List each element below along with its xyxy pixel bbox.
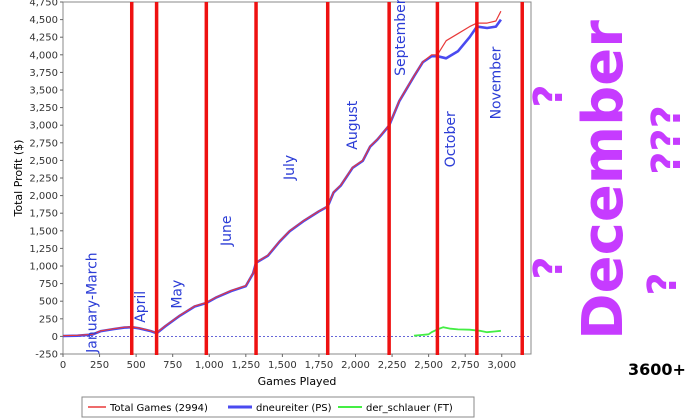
month-label: May <box>170 280 186 309</box>
month-label: August <box>345 100 361 150</box>
x-tick-label: 2,500 <box>414 360 443 371</box>
x-axis-label: Games Played <box>258 375 337 388</box>
y-tick-label: 1,750 <box>29 209 58 220</box>
x-tick-label: 500 <box>127 360 146 371</box>
y-axis-label: Total Profit ($) <box>12 140 25 218</box>
month-label: October <box>443 111 459 167</box>
x-tick-label: 0 <box>60 360 66 371</box>
y-tick-label: 4,500 <box>29 15 58 26</box>
y-tick-label: 2,250 <box>29 174 58 185</box>
x-tick-label: 1,500 <box>268 360 297 371</box>
month-label: June <box>219 216 235 248</box>
x-tick-label: 2,250 <box>378 360 407 371</box>
december-word: December <box>571 20 636 340</box>
y-tick-label: 0 <box>52 332 58 343</box>
legend: Total Games (2994) dneureiter (PS) der_s… <box>81 396 475 418</box>
month-marker-lines <box>129 2 524 355</box>
y-tick-label: 1,250 <box>29 244 58 255</box>
question-mark-bottom-left: ? <box>526 256 572 279</box>
month-label: April <box>133 291 149 323</box>
x-tick-label: 750 <box>163 360 182 371</box>
december-annotation: December ? ??? ? ? 3600+ <box>526 20 690 379</box>
y-tick-label: 2,750 <box>29 138 58 149</box>
y-tick-label: 3,250 <box>29 103 58 114</box>
y-tick-label: -250 <box>35 350 58 361</box>
x-axis-ticks: 0 250 500 750 1,000 1,250 1,500 1,750 2,000 2,250… <box>60 354 516 371</box>
games-count-annotation: 3600+ <box>628 360 686 379</box>
x-tick-label: 2,750 <box>451 360 480 371</box>
month-label: January-March <box>85 252 101 354</box>
plot-area <box>62 1 532 355</box>
question-mark-bottom-right: ? <box>640 272 686 295</box>
legend-label-dneureiter: dneureiter (PS) <box>256 403 332 414</box>
x-tick-label: 1,000 <box>195 360 224 371</box>
y-tick-label: 1,500 <box>29 226 58 237</box>
y-tick-label: 750 <box>39 279 58 290</box>
month-labels: January-March April May June July August Septe… <box>85 0 505 354</box>
y-tick-label: 250 <box>39 314 58 325</box>
plot-background <box>62 1 532 355</box>
y-tick-label: 3,750 <box>29 68 58 79</box>
x-tick-label: 3,000 <box>487 360 516 371</box>
month-label: September <box>393 0 409 76</box>
y-tick-label: 2,000 <box>29 191 58 202</box>
legend-label-total: Total Games (2994) <box>109 403 208 414</box>
question-mark-top: ? <box>526 84 572 107</box>
series-line-3 <box>413 326 501 337</box>
y-tick-label: 3,500 <box>29 86 58 97</box>
x-tick-label: 250 <box>90 360 109 371</box>
x-tick-label: 1,250 <box>231 360 260 371</box>
question-marks-right: ??? <box>644 105 690 175</box>
x-tick-label: 1,750 <box>305 360 334 371</box>
y-tick-label: 1,000 <box>29 262 58 273</box>
month-label: July <box>282 155 298 181</box>
legend-box <box>81 396 475 418</box>
y-tick-label: 3,000 <box>29 121 58 132</box>
y-tick-label: 4,750 <box>29 0 58 9</box>
y-tick-label: 2,500 <box>29 156 58 167</box>
month-label: November <box>488 46 504 119</box>
y-tick-label: 4,250 <box>29 33 58 44</box>
x-tick-label: 2,000 <box>341 360 370 371</box>
legend-label-der-schlauer: der_schlauer (FT) <box>366 403 453 414</box>
y-axis-ticks: -250 0 250 500 750 1,000 1,250 1,500 1,750 2,000 2… <box>29 0 63 361</box>
y-tick-label: 500 <box>39 297 58 308</box>
y-tick-label: 4,000 <box>29 50 58 61</box>
